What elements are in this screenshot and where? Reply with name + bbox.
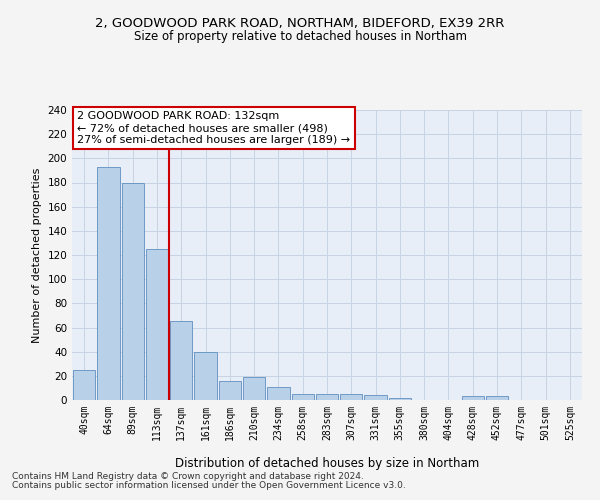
Bar: [364, 395, 387, 400]
Bar: [218, 380, 241, 400]
Bar: [486, 396, 508, 400]
Text: 2 GOODWOOD PARK ROAD: 132sqm
← 72% of detached houses are smaller (498)
27% of s: 2 GOODWOOD PARK ROAD: 132sqm ← 72% of de…: [77, 112, 350, 144]
Text: Distribution of detached houses by size in Northam: Distribution of detached houses by size …: [175, 458, 479, 470]
Bar: [73, 370, 95, 400]
Bar: [461, 396, 484, 400]
Bar: [267, 386, 290, 400]
Text: 2, GOODWOOD PARK ROAD, NORTHAM, BIDEFORD, EX39 2RR: 2, GOODWOOD PARK ROAD, NORTHAM, BIDEFORD…: [95, 18, 505, 30]
Bar: [316, 394, 338, 400]
Y-axis label: Number of detached properties: Number of detached properties: [32, 168, 42, 342]
Text: Size of property relative to detached houses in Northam: Size of property relative to detached ho…: [133, 30, 467, 43]
Bar: [97, 167, 119, 400]
Bar: [194, 352, 217, 400]
Bar: [243, 377, 265, 400]
Text: Contains HM Land Registry data © Crown copyright and database right 2024.: Contains HM Land Registry data © Crown c…: [12, 472, 364, 481]
Bar: [170, 322, 193, 400]
Bar: [292, 394, 314, 400]
Bar: [122, 182, 144, 400]
Text: Contains public sector information licensed under the Open Government Licence v3: Contains public sector information licen…: [12, 481, 406, 490]
Bar: [389, 398, 411, 400]
Bar: [340, 394, 362, 400]
Bar: [146, 249, 168, 400]
